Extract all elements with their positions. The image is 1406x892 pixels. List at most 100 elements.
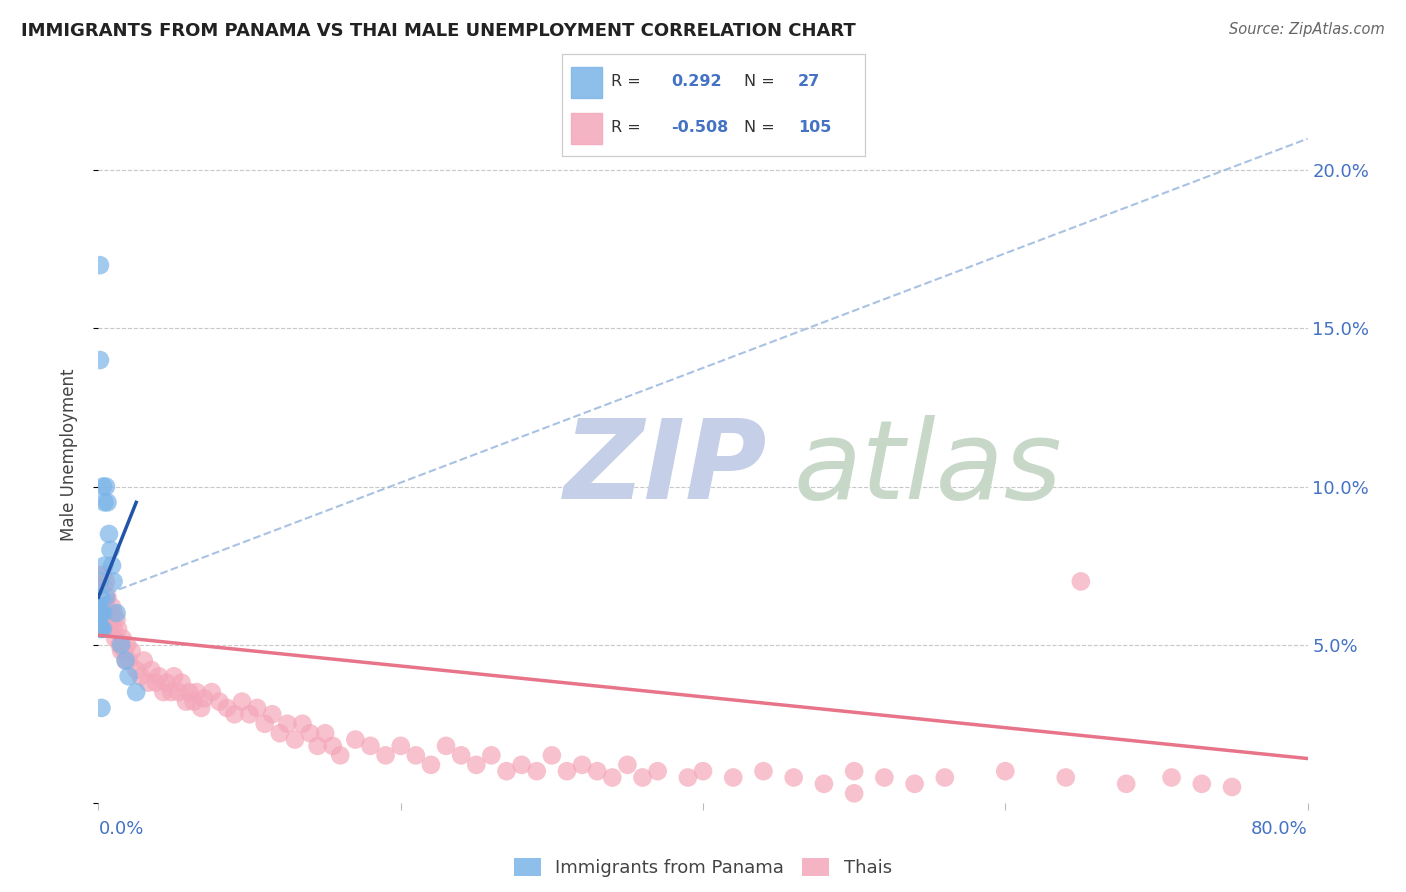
Point [262, 707, 284, 722]
Point [239, 707, 262, 722]
Point [186, 685, 208, 699]
Point [89, 622, 111, 636]
Point [90, 612, 112, 626]
Point [360, 739, 382, 753]
Point [783, 771, 806, 785]
Point [631, 771, 654, 785]
Point [112, 644, 135, 658]
Point [215, 701, 238, 715]
Point [844, 786, 866, 800]
Point [89, 581, 111, 595]
Point [118, 653, 141, 667]
Point [723, 771, 745, 785]
Point [89, 591, 111, 605]
Point [307, 739, 329, 753]
Point [111, 632, 134, 646]
Point [374, 748, 396, 763]
Point [91, 622, 114, 636]
Point [183, 695, 205, 709]
Point [1160, 771, 1182, 785]
Point [284, 732, 307, 747]
Bar [571, 67, 602, 97]
Point [170, 675, 193, 690]
Point [98, 606, 121, 620]
Point [100, 542, 122, 557]
Point [571, 757, 593, 772]
Point [510, 757, 533, 772]
Point [89, 258, 111, 272]
Point [586, 764, 609, 779]
Point [269, 726, 291, 740]
Text: R =: R = [610, 120, 641, 135]
Point [93, 581, 115, 595]
Point [201, 685, 224, 699]
Point [91, 568, 114, 582]
Point [1070, 574, 1092, 589]
Point [90, 591, 112, 605]
Text: IMMIGRANTS FROM PANAMA VS THAI MALE UNEMPLOYMENT CORRELATION CHART: IMMIGRANTS FROM PANAMA VS THAI MALE UNEM… [21, 22, 856, 40]
Point [91, 479, 114, 493]
Point [115, 638, 138, 652]
Point [434, 739, 457, 753]
Text: 0.0%: 0.0% [98, 820, 143, 838]
Point [103, 574, 125, 589]
Point [276, 716, 298, 731]
Point [141, 663, 163, 677]
Point [904, 777, 927, 791]
Point [104, 632, 127, 646]
Text: N =: N = [744, 120, 775, 135]
Point [152, 685, 174, 699]
Point [148, 669, 170, 683]
Text: 27: 27 [799, 74, 821, 88]
Point [94, 479, 117, 493]
Point [1115, 777, 1137, 791]
Point [246, 701, 269, 715]
Point [90, 622, 112, 636]
Point [96, 495, 118, 509]
Point [145, 675, 167, 690]
Point [291, 716, 314, 731]
Point [103, 606, 125, 620]
Point [90, 701, 112, 715]
Point [160, 685, 183, 699]
Bar [571, 113, 602, 144]
Point [602, 771, 624, 785]
Point [98, 622, 121, 636]
Point [934, 771, 956, 785]
Point [125, 685, 148, 699]
Point [105, 606, 128, 620]
Point [1191, 777, 1213, 791]
Point [90, 606, 112, 620]
Point [110, 638, 132, 652]
Point [1054, 771, 1077, 785]
Point [96, 591, 118, 605]
Text: atlas: atlas [793, 416, 1063, 523]
Point [121, 644, 143, 658]
Point [89, 606, 111, 620]
Point [481, 748, 503, 763]
Text: 80.0%: 80.0% [1251, 820, 1308, 838]
Point [94, 591, 117, 605]
Point [136, 675, 159, 690]
Point [89, 574, 111, 589]
Point [94, 574, 117, 589]
Text: 105: 105 [799, 120, 831, 135]
Point [495, 764, 517, 779]
Point [179, 685, 201, 699]
Point [110, 644, 132, 658]
Point [114, 653, 136, 667]
Text: Source: ZipAtlas.com: Source: ZipAtlas.com [1229, 22, 1385, 37]
Point [813, 777, 835, 791]
Point [98, 527, 121, 541]
Point [389, 739, 412, 753]
Text: N =: N = [744, 74, 775, 88]
Point [101, 558, 124, 573]
Point [692, 764, 714, 779]
Point [231, 695, 253, 709]
Point [155, 675, 177, 690]
Point [190, 701, 212, 715]
Point [299, 726, 322, 740]
Point [405, 748, 427, 763]
Point [174, 695, 197, 709]
Point [208, 695, 231, 709]
